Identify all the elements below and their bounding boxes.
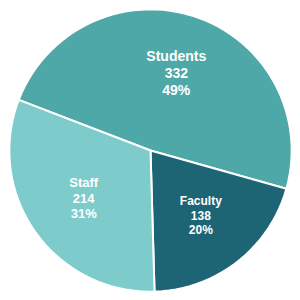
svg-text:Students33249%: Students33249% (146, 48, 206, 98)
svg-text:Staff21431%: Staff21431% (69, 175, 99, 221)
svg-text:Faculty13820%: Faculty13820% (180, 194, 222, 237)
